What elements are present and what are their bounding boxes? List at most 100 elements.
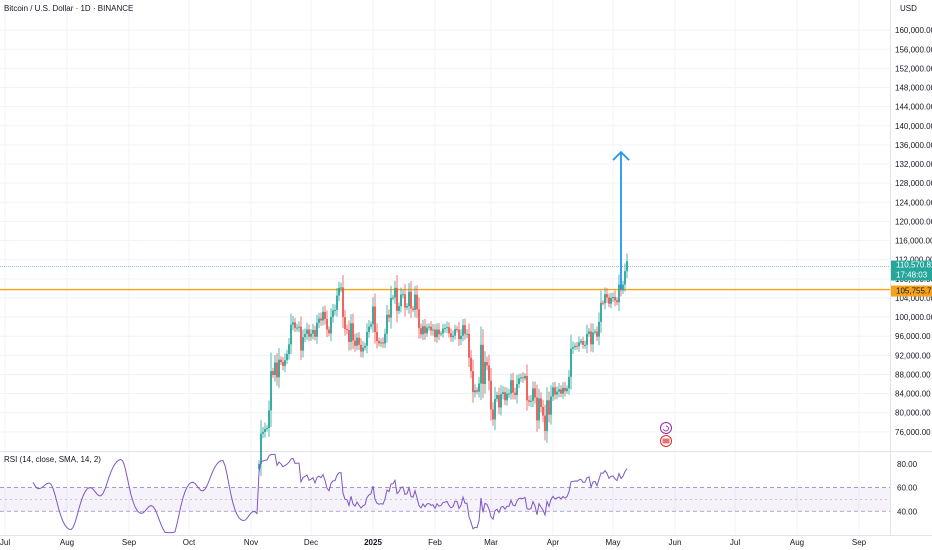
price-tick-label: 116,000.00: [895, 237, 932, 246]
price-tick-label: 128,000.00: [895, 179, 932, 188]
candle: [416, 294, 418, 310]
candle: [406, 306, 408, 308]
candle: [480, 344, 482, 384]
candle: [284, 360, 286, 366]
price-axis-ticks: 76,000.00 80,000.00 84,000.00 88,000.00 92,0…: [895, 26, 932, 437]
candle: [568, 376, 570, 389]
candle: [408, 291, 410, 307]
time-tick-label: 2025: [364, 538, 382, 547]
price-tick-label: 100,000.00: [895, 313, 932, 322]
time-tick-label: Nov: [244, 538, 258, 547]
candle: [474, 390, 476, 393]
price-tick-label: 136,000.00: [895, 141, 932, 150]
time-tick-label: Apr: [547, 538, 560, 547]
candle: [448, 327, 450, 334]
candle: [382, 342, 384, 344]
candle: [402, 294, 404, 296]
candle: [426, 327, 428, 334]
candle: [270, 371, 272, 411]
candle: [372, 306, 374, 325]
candle: [506, 393, 508, 401]
candle: [358, 337, 360, 345]
candles: [258, 253, 628, 477]
grid-vertical: [4, 0, 860, 535]
time-axis-ticks: Jul Aug Sep Oct Nov Dec 2025 Feb Mar Apr May Jun Jul…: [0, 538, 867, 547]
time-tick-label: Jul: [0, 538, 10, 547]
candle: [324, 311, 326, 319]
time-tick-label: Dec: [304, 538, 318, 547]
candle: [602, 302, 604, 304]
candle: [600, 302, 602, 322]
candle: [282, 362, 284, 366]
candle: [580, 341, 582, 343]
arrow-head: [612, 150, 630, 161]
candle: [264, 429, 266, 432]
candle: [514, 392, 516, 396]
candle: [488, 365, 490, 381]
candle: [590, 331, 592, 345]
candle: [470, 357, 472, 372]
candle: [616, 300, 618, 303]
candle: [330, 317, 332, 334]
candle: [346, 329, 348, 331]
candle: [504, 392, 506, 401]
candle: [352, 323, 354, 341]
candle: [618, 284, 620, 303]
candle: [500, 394, 502, 408]
time-tick-label: Aug: [60, 538, 74, 547]
candle: [296, 327, 298, 329]
rsi-pane[interactable]: RSI (14, close, SMA, 14, 2) 40.00 60.00 80…: [0, 453, 918, 534]
candle: [462, 325, 464, 336]
projection-arrow[interactable]: [612, 150, 630, 290]
resistance-price-label: 105,755.77: [891, 285, 932, 297]
candle: [564, 387, 566, 392]
candle: [288, 344, 290, 354]
candle: [588, 331, 590, 334]
candle: [430, 326, 432, 331]
candle: [614, 297, 616, 301]
candle: [468, 333, 470, 358]
candle: [390, 297, 392, 318]
candle: [354, 340, 356, 346]
candle: [260, 433, 262, 464]
svg-text:17:48:03: 17:48:03: [896, 271, 928, 280]
candle: [608, 297, 610, 304]
candle: [584, 344, 586, 346]
candle: [268, 410, 270, 429]
candle: [392, 297, 394, 299]
time-tick-label: Jul: [730, 538, 740, 547]
candle: [350, 323, 352, 342]
candle: [424, 326, 426, 334]
candle: [344, 317, 346, 330]
candle: [516, 384, 518, 396]
symbol-title: Bitcoin / U.S. Dollar · 1D · BINANCE: [4, 4, 133, 13]
event-icons[interactable]: [660, 422, 672, 447]
price-tick-label: 92,000.00: [895, 351, 931, 360]
candle: [318, 318, 320, 323]
candle: [374, 306, 376, 332]
price-tick-label: 144,000.00: [895, 103, 932, 112]
price-tick-label: 124,000.00: [895, 198, 932, 207]
price-tick-label: 76,000.00: [895, 428, 931, 437]
candle: [446, 327, 448, 329]
candle: [262, 431, 264, 434]
candle: [340, 287, 342, 289]
candle: [326, 319, 328, 330]
candle: [508, 393, 510, 395]
candle: [310, 333, 312, 337]
main-pane[interactable]: [0, 0, 890, 451]
candle: [410, 291, 412, 309]
candle: [622, 284, 624, 291]
candle: [538, 398, 540, 421]
candle: [428, 326, 430, 328]
candle: [274, 362, 276, 375]
candle: [364, 345, 366, 348]
price-tick-label: 160,000.00: [895, 26, 932, 35]
price-tick-label: 140,000.00: [895, 122, 932, 131]
split-event-icon[interactable]: [660, 422, 672, 434]
price-tick-label: 112,000.00: [895, 256, 932, 265]
candle: [280, 359, 282, 363]
candle: [412, 308, 414, 310]
candle: [396, 287, 398, 311]
